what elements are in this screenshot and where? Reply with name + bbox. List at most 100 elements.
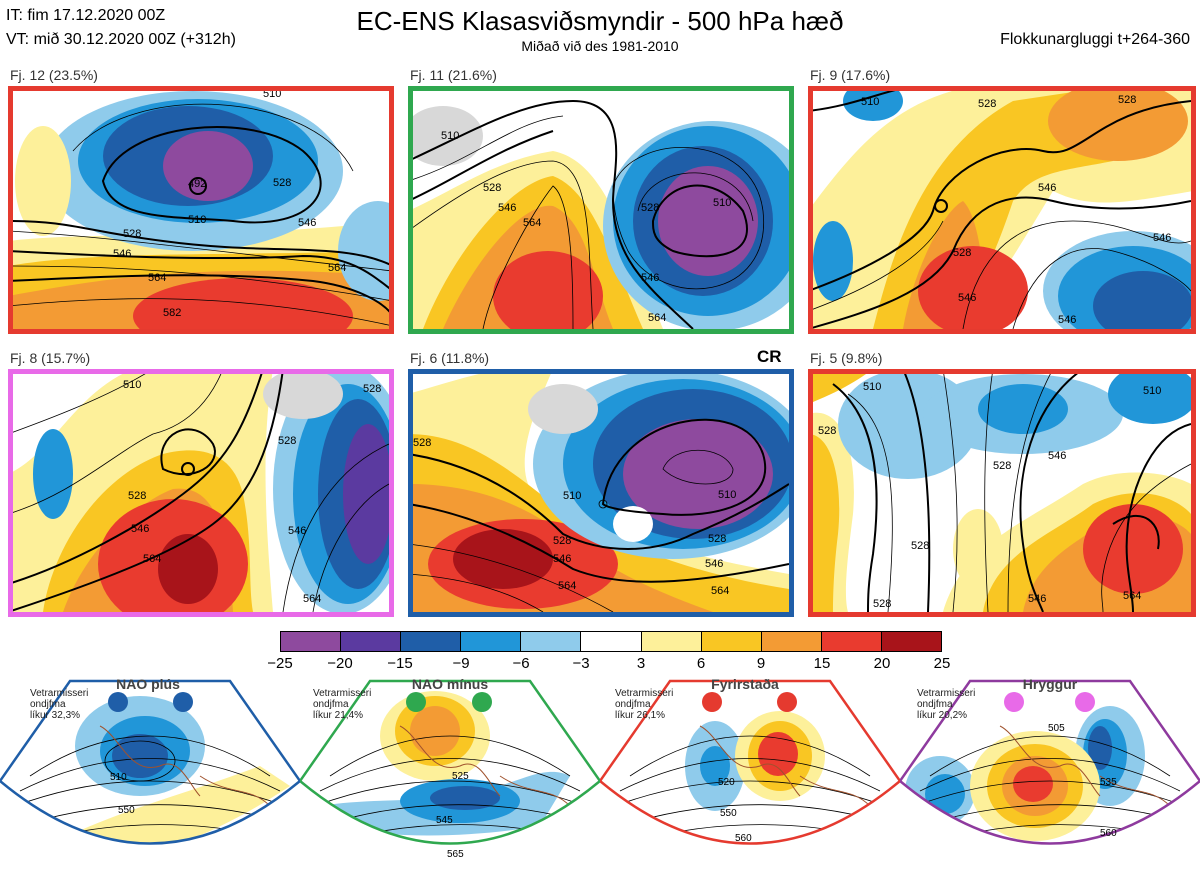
panel-label-5: Fj. 6 (11.8%): [410, 350, 490, 366]
colorbar-tick: 9: [756, 655, 766, 672]
contour-label: 528: [273, 177, 291, 189]
contour-label: 564: [303, 593, 321, 605]
init-time: IT: fim 17.12.2020 00Z: [6, 7, 166, 24]
contour-label: 510: [718, 489, 736, 501]
colorbar-tick: −9: [452, 655, 470, 672]
page-title: EC-ENS Klasasviðsmyndir - 500 hPa hæð: [356, 6, 844, 36]
header-info: IT: fim 17.12.2020 00Z VT: mið 30.12.202…: [6, 4, 236, 52]
regime-nao-plus: 510 550: [0, 676, 302, 871]
colorbar-tick: 6: [696, 655, 706, 672]
contour-label: 550: [118, 805, 135, 816]
colorbar-segment: [821, 632, 882, 651]
contour-label: 528: [641, 202, 659, 214]
contour-label: 564: [523, 217, 541, 229]
contour-label: 510: [110, 772, 127, 783]
regime-title: Fyrirstaða: [711, 676, 779, 692]
regime-ridge: 505 535 560: [898, 676, 1200, 871]
contour-label: 528: [278, 435, 296, 447]
contour-label: 510: [263, 91, 281, 100]
contour-label: 528: [953, 247, 971, 259]
regime-blocking: 520 550 560: [598, 676, 902, 871]
contour-label: 582: [163, 307, 181, 319]
regime-dot: [1004, 692, 1024, 712]
contour-label: 528: [978, 98, 996, 110]
contour-label: 546: [113, 248, 131, 260]
contour-label: 528: [363, 383, 381, 395]
panel-label-6: Fj. 5 (9.8%): [810, 350, 883, 366]
contour-label: 546: [1038, 182, 1056, 194]
valid-time: VT: mið 30.12.2020 00Z (+312h): [6, 31, 236, 48]
regime-note: Vetrarmisseri ondjfma líkur 26,1%: [615, 688, 674, 721]
panel-label-4: Fj. 8 (15.7%): [10, 350, 91, 366]
contour-label: 546: [958, 292, 976, 304]
colorbar-tick: −25: [267, 655, 293, 672]
regime-dot: [777, 692, 797, 712]
contour-label: 565: [447, 849, 464, 860]
regime-title: NAO plús: [116, 676, 180, 692]
contour-label: 528: [123, 228, 141, 240]
colorbar-segment: [641, 632, 702, 651]
contour-label: 546: [298, 217, 316, 229]
regime-title: NAO mínus: [411, 676, 489, 692]
colorbar-tick: −15: [387, 655, 413, 672]
contour-label: 510: [563, 490, 581, 502]
colorbar-tick: 20: [873, 655, 891, 672]
contour-label: 510: [188, 214, 206, 226]
cluster-map-6: 528 510 510 528 528 546 546 564 564: [408, 369, 794, 617]
contour-label: 528: [911, 540, 929, 552]
contour-label: 546: [641, 272, 659, 284]
contour-label: 550: [720, 808, 737, 819]
contour-label: 545: [436, 815, 453, 826]
contour-label: 564: [711, 585, 729, 597]
contour-label: 546: [553, 553, 571, 565]
contour-label: 560: [735, 833, 752, 844]
regime-note: Vetrarmisseri ondjfma líkur 20,2%: [917, 688, 976, 721]
contour-label: 528: [873, 598, 891, 610]
regime-dot: [406, 692, 426, 712]
contour-label: 510: [713, 197, 731, 209]
contour-label: 560: [1100, 828, 1117, 839]
contour-label: 528: [413, 437, 431, 449]
colorbar-tick: 25: [933, 655, 951, 672]
contour-label: 510: [441, 130, 459, 142]
regime-title: Hryggur: [1022, 676, 1078, 692]
page-subtitle: Miðað við des 1981-2010: [521, 38, 679, 54]
contour-label: 546: [1048, 450, 1066, 462]
contour-label: 528: [553, 535, 571, 547]
panel-label-1: Fj. 12 (23.5%): [10, 67, 98, 83]
regime-note: Vetrarmisseri ondjfma líkur 32,3%: [30, 688, 89, 721]
contour-label: 492: [188, 178, 206, 190]
contour-label: 528: [1118, 94, 1136, 106]
cluster-map-5: 510 528 528 546 510 528 528 546 564: [808, 369, 1196, 617]
colorbar-segment: [881, 632, 942, 651]
panel-label-2: Fj. 11 (21.6%): [410, 67, 497, 83]
contour-label: 510: [863, 381, 881, 393]
contour-label: 520: [718, 777, 735, 788]
contour-label: 564: [1123, 590, 1141, 602]
contour-label: 528: [483, 182, 501, 194]
contour-label: 510: [1143, 385, 1161, 397]
contour-label: 528: [993, 460, 1011, 472]
contour-label: 546: [131, 523, 149, 535]
colorbar-tick: 3: [636, 655, 646, 672]
regime-dot: [1075, 692, 1095, 712]
contour-label: 510: [123, 379, 141, 391]
contour-label: 528: [708, 533, 726, 545]
contour-label: 546: [288, 525, 306, 537]
contour-label: 564: [143, 553, 161, 565]
contour-label: 510: [861, 96, 879, 108]
contour-label: 564: [148, 272, 166, 284]
colorbar-segment: [701, 632, 762, 651]
contour-label: 546: [1058, 314, 1076, 326]
contour-label: 528: [128, 490, 146, 502]
contour-label: 525: [452, 771, 469, 782]
colorbar-segment: [341, 632, 402, 651]
colorbar-tick: −20: [327, 655, 353, 672]
contour-label: 564: [558, 580, 576, 592]
contour-label: 564: [328, 262, 346, 274]
regime-dot: [472, 692, 492, 712]
colorbar-segment: [401, 632, 462, 651]
classification-window: Flokkunargluggi t+264-360: [1000, 31, 1190, 48]
regime-note: Vetrarmisseri ondjfma líkur 21,4%: [313, 688, 372, 721]
regime-dot: [108, 692, 128, 712]
